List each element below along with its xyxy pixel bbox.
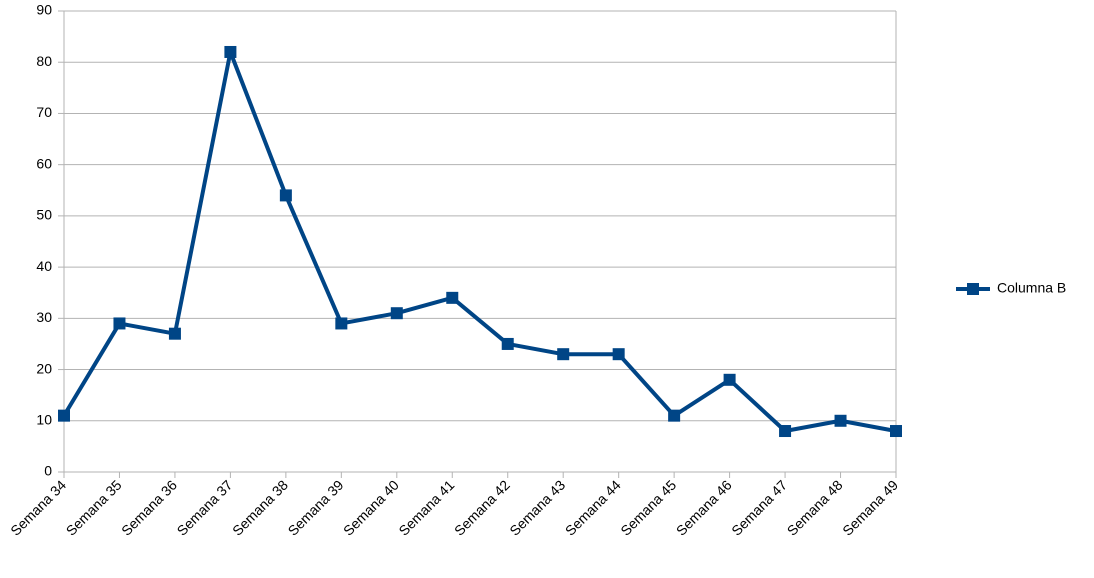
data-point-marker — [834, 414, 847, 427]
x-tick-label: Semana 48 — [784, 477, 846, 539]
axes — [58, 10, 897, 478]
data-point-marker — [335, 317, 348, 330]
x-tick-label: Semana 39 — [285, 477, 347, 539]
legend: Columna B — [956, 280, 1066, 296]
data-point-marker — [224, 45, 237, 58]
y-tick-label: 60 — [36, 155, 52, 171]
data-point-marker — [58, 409, 70, 422]
x-tick-label: Semana 36 — [118, 477, 180, 539]
y-tick-label: 40 — [36, 258, 52, 274]
y-axis-tick-labels: 0 10 20 30 40 50 60 70 80 90 — [36, 2, 52, 479]
data-point-marker — [446, 291, 459, 304]
series-markers — [58, 45, 902, 438]
y-tick-label: 70 — [36, 104, 52, 120]
data-point-marker — [723, 373, 736, 386]
data-point-marker — [168, 327, 181, 340]
data-point-marker — [557, 348, 570, 361]
x-tick-label: Semana 35 — [63, 477, 125, 539]
x-tick-label: Semana 42 — [451, 477, 513, 539]
y-tick-label: 20 — [36, 360, 52, 376]
x-tick-label: Semana 34 — [7, 477, 69, 539]
x-tick-label: Semana 47 — [728, 477, 790, 539]
x-tick-label: Semana 40 — [340, 477, 402, 539]
x-tick-label: Semana 37 — [174, 477, 236, 539]
y-tick-label: 90 — [36, 2, 52, 18]
legend-marker-swatch — [967, 283, 979, 295]
y-tick-label: 10 — [36, 411, 52, 427]
data-point-marker — [113, 317, 126, 330]
y-tick-label: 50 — [36, 207, 52, 223]
x-tick-label: Semana 44 — [562, 477, 624, 539]
data-point-marker — [890, 425, 902, 438]
x-tick-label: Semana 43 — [506, 477, 568, 539]
legend-label: Columna B — [997, 280, 1066, 296]
x-tick-label: Semana 46 — [673, 477, 735, 539]
data-point-marker — [390, 307, 403, 320]
x-tick-label: Semana 38 — [229, 477, 291, 539]
series-line — [62, 49, 898, 434]
data-point-marker — [501, 337, 514, 350]
data-point-marker — [279, 189, 292, 202]
data-point-marker — [779, 425, 792, 438]
x-tick-label: Semana 41 — [395, 477, 457, 539]
y-tick-label: 30 — [36, 309, 52, 325]
y-tick-label: 0 — [44, 463, 52, 479]
x-tick-label: Semana 45 — [617, 477, 679, 539]
series-lines — [62, 49, 898, 434]
gridlines — [64, 10, 896, 473]
data-point-marker — [612, 348, 625, 361]
data-point-marker — [668, 409, 681, 422]
y-tick-label: 80 — [36, 53, 52, 69]
x-tick-label: Semana 49 — [839, 477, 901, 539]
